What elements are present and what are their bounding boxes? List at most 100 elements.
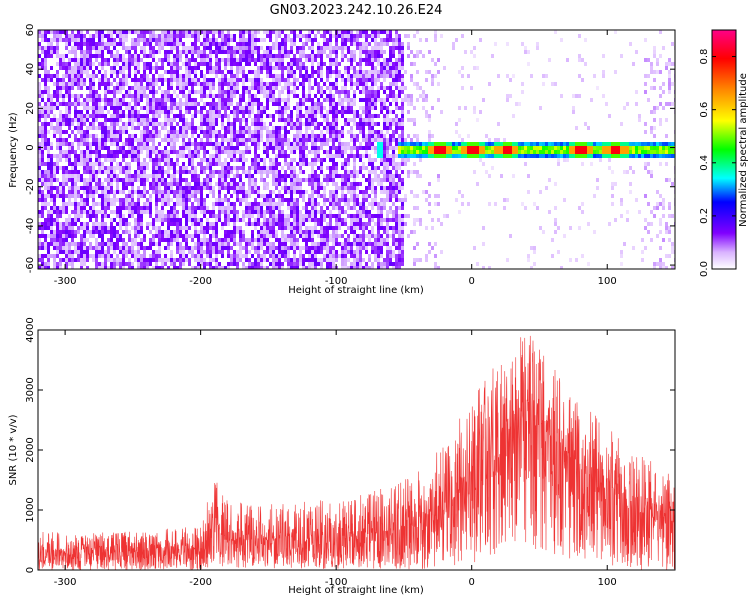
heatmap-cell [284, 82, 287, 86]
heatmap-cell [230, 202, 233, 206]
heatmap-cell [278, 46, 281, 50]
heatmap-cell [212, 66, 215, 70]
heatmap-cell [326, 230, 329, 234]
heatmap-cell [257, 122, 260, 126]
heatmap-cell [131, 106, 134, 110]
heatmap-cell [197, 110, 200, 114]
heatmap-cell [128, 214, 131, 218]
heatmap-cell [275, 110, 278, 114]
heatmap-cell [338, 210, 341, 214]
heatmap-cell [113, 86, 116, 90]
heatmap-cell [347, 102, 350, 106]
heatmap-cell [209, 86, 212, 90]
heatmap-cell [218, 198, 221, 202]
heatmap-cell [74, 74, 77, 78]
heatmap-cell [116, 174, 119, 178]
heatmap-cell [185, 246, 188, 250]
heatmap-cell [140, 218, 143, 222]
heatmap-cell [104, 190, 107, 194]
heatmap-cell [80, 82, 83, 86]
heatmap-cell [362, 202, 365, 206]
heatmap-cell [137, 206, 140, 210]
heatmap-cell [53, 106, 56, 110]
heatmap-cell [218, 206, 221, 210]
heatmap-cell [113, 226, 116, 230]
heatmap-cell [158, 78, 161, 82]
heatmap-cell [344, 110, 347, 114]
heatmap-cell [218, 158, 221, 162]
heatmap-cell [131, 134, 134, 138]
heatmap-cell [293, 238, 296, 242]
heatmap-cell [260, 222, 263, 226]
heatmap-cell [236, 266, 239, 269]
heatmap-cell [47, 142, 50, 146]
heatmap-cell [260, 70, 263, 74]
heatmap-cell [305, 202, 308, 206]
heatmap-cell [167, 182, 170, 186]
heatmap-cell [41, 222, 44, 226]
heatmap-cell [170, 174, 173, 178]
heatmap-cell [233, 178, 236, 182]
heatmap-cell [137, 86, 140, 90]
heatmap-cell [113, 178, 116, 182]
heatmap-cell [332, 58, 335, 62]
heatmap-cell [194, 210, 197, 214]
heatmap-cell [308, 82, 311, 86]
heatmap-cell [152, 166, 155, 170]
heatmap-cell [320, 142, 323, 146]
heatmap-cell [152, 38, 155, 42]
heatmap-cell [182, 214, 185, 218]
heatmap-cell [296, 86, 299, 90]
heatmap-cell [191, 218, 194, 222]
heatmap-cell [245, 122, 248, 126]
heatmap-cell [317, 250, 320, 254]
heatmap-cell [116, 130, 119, 134]
heatmap-cell [212, 78, 215, 82]
heatmap-cell [260, 46, 263, 50]
heatmap-cell [278, 246, 281, 250]
heatmap-cell [146, 210, 149, 214]
heatmap-cell [110, 82, 113, 86]
heatmap-cell [236, 114, 239, 118]
heatmap-cell [338, 154, 341, 158]
heatmap-cell [119, 238, 122, 242]
heatmap-cell [59, 66, 62, 70]
heatmap-cell [365, 154, 368, 158]
heatmap-cell [299, 82, 302, 86]
heatmap-cell [197, 54, 200, 58]
heatmap-cell [302, 54, 305, 58]
heatmap-cell [62, 186, 65, 190]
heatmap-cell [122, 70, 125, 74]
heatmap-cell [170, 182, 173, 186]
heatmap-cell [254, 142, 257, 146]
heatmap-cell [83, 50, 86, 54]
heatmap-cell [173, 38, 176, 42]
heatmap-cell [272, 146, 275, 150]
heatmap-cell [149, 30, 152, 34]
heatmap-cell [224, 150, 227, 154]
heatmap-cell [50, 178, 53, 182]
heatmap-cell [287, 38, 290, 42]
heatmap-cell [320, 90, 323, 94]
heatmap-cell [101, 210, 104, 214]
heatmap-cell [77, 118, 80, 122]
heatmap-cell [92, 114, 95, 118]
heatmap-cell [248, 30, 251, 34]
heatmap-cell [89, 50, 92, 54]
heatmap-cell [197, 250, 200, 254]
heatmap-cell [206, 66, 209, 70]
heatmap-cell [272, 90, 275, 94]
heatmap-cell [332, 262, 335, 266]
heatmap-cell [308, 106, 311, 110]
heatmap-cell [68, 254, 71, 258]
heatmap-cell [269, 146, 272, 150]
heatmap-cell [197, 242, 200, 246]
heatmap-cell [272, 174, 275, 178]
heatmap-cell [338, 218, 341, 222]
heatmap-cell [62, 78, 65, 82]
heatmap-cell [236, 254, 239, 258]
heatmap-cell [137, 138, 140, 142]
heatmap-cell [167, 138, 170, 142]
heatmap-cell [332, 154, 335, 158]
heatmap-cell [215, 118, 218, 122]
